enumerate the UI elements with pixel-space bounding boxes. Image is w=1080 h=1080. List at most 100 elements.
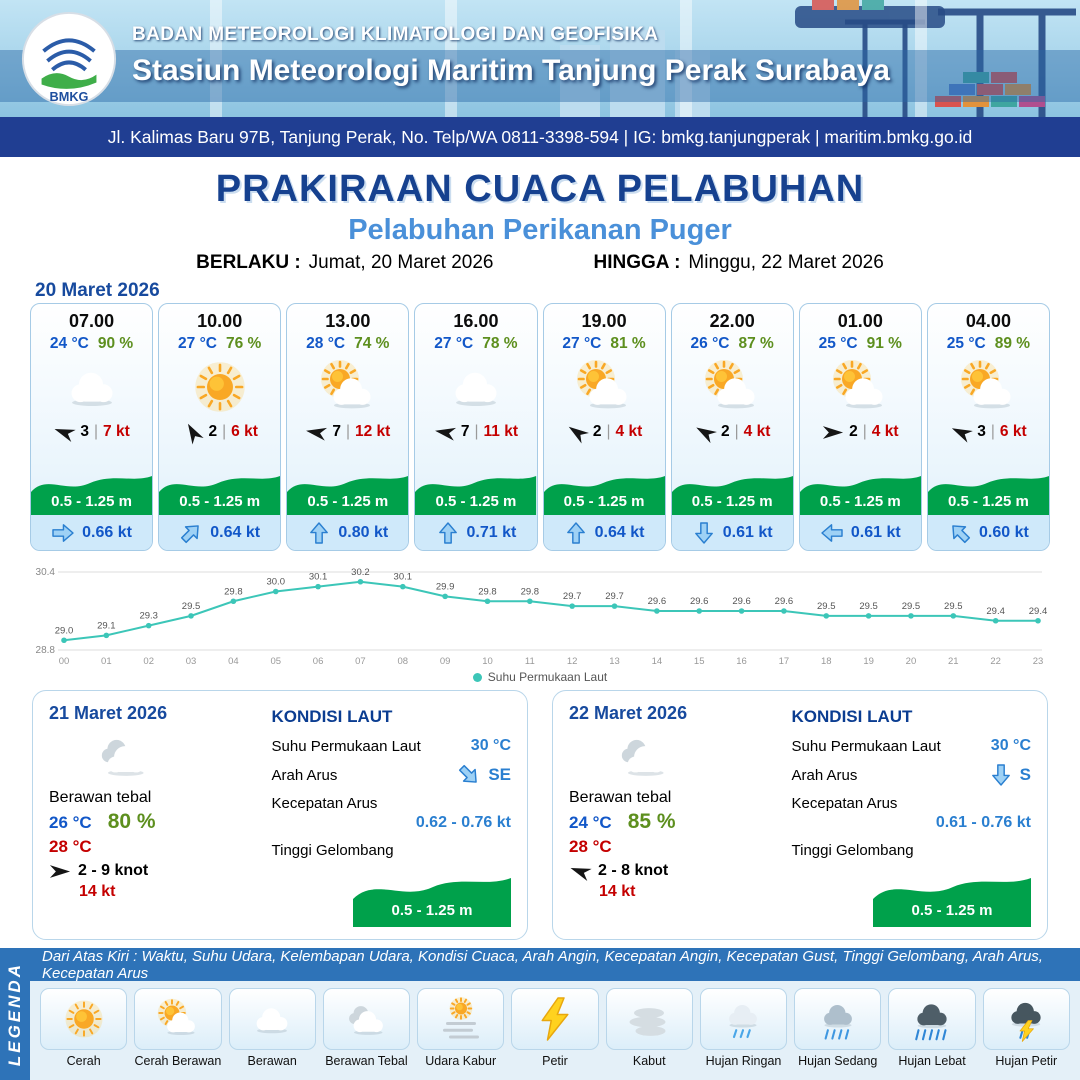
wave-height: 0.5 - 1.25 m bbox=[435, 493, 517, 510]
sea-wave-height: 0.5 - 1.25 m bbox=[391, 902, 473, 919]
svg-text:29.4: 29.4 bbox=[1029, 606, 1048, 617]
daily-condition: Berawan tebal bbox=[569, 789, 672, 806]
wave-shape bbox=[543, 476, 665, 515]
forecast-time: 04.00 bbox=[965, 311, 1011, 331]
temp-humidity-row: 28 °C 74 % bbox=[306, 335, 389, 353]
wind-row: 2 | 6 kt bbox=[182, 420, 258, 444]
chart-legend: Suhu Permukaan Laut bbox=[28, 670, 1052, 684]
sst-label: Suhu Permukaan Laut bbox=[271, 737, 421, 755]
forecast-card: 04.00 25 °C 89 % 3 | 6 kt 0.5 - 1.25 m 0… bbox=[926, 303, 1050, 551]
daily-weather-summary: 22 Maret 2026 Berawan tebal 24 °C 85 % 2… bbox=[569, 703, 782, 927]
wind-gust-separator: | bbox=[606, 423, 611, 440]
gust-speed: 4 kt bbox=[743, 423, 771, 440]
daily-forecast-card: 22 Maret 2026 Berawan tebal 24 °C 85 % 2… bbox=[552, 690, 1048, 940]
svg-text:28.8: 28.8 bbox=[36, 645, 56, 656]
wind-speed: 2 bbox=[208, 423, 218, 440]
svg-text:20: 20 bbox=[906, 656, 917, 667]
svg-text:08: 08 bbox=[397, 656, 408, 667]
wave-shape bbox=[287, 476, 409, 515]
forecast-time: 07.00 bbox=[69, 311, 115, 331]
legend-weather-icon bbox=[322, 988, 411, 1050]
svg-text:13: 13 bbox=[609, 656, 620, 667]
sea-conditions: KONDISI LAUT Suhu Permukaan Laut 30 °C A… bbox=[262, 703, 511, 927]
header-background: BMKG BADAN METEOROLOGI KLIMATOLOGI DAN G… bbox=[0, 0, 1080, 117]
legend-weather-icon bbox=[417, 988, 505, 1050]
current-speed: 0.71 kt bbox=[466, 523, 517, 541]
wind-direction-icon bbox=[694, 425, 717, 443]
forecast-card: 07.00 24 °C 90 % 3 | 7 kt 0.5 - 1.25 m 0… bbox=[30, 303, 154, 551]
wave-shape bbox=[353, 878, 511, 927]
wind-direction-icon bbox=[950, 425, 974, 443]
current-row: 0.64 kt bbox=[159, 515, 281, 550]
current-speed: 0.61 kt bbox=[850, 523, 901, 541]
sst-label: Suhu Permukaan Laut bbox=[791, 737, 941, 755]
legend-label: Berawan Tebal bbox=[325, 1054, 408, 1068]
svg-text:11: 11 bbox=[525, 656, 535, 667]
current-speed: 0.80 kt bbox=[338, 523, 389, 541]
wind-row: 7 | 11 kt bbox=[434, 420, 518, 444]
legend-item: Berawan Tebal bbox=[322, 988, 411, 1068]
wave-height-label: Tinggi Gelombang bbox=[791, 842, 914, 859]
legend-note: Dari Atas Kiri : Waktu, Suhu Udara, Kele… bbox=[30, 948, 1080, 982]
daily-temp-min: 24 °C bbox=[569, 813, 612, 832]
svg-text:29.3: 29.3 bbox=[139, 611, 158, 622]
forecast-time: 19.00 bbox=[581, 311, 627, 331]
relative-humidity: 74 % bbox=[354, 335, 390, 352]
daily-temp-max: 28 °C bbox=[49, 837, 92, 856]
sea-wave-height: 0.5 - 1.25 m bbox=[911, 902, 993, 919]
current-speed: 0.60 kt bbox=[979, 523, 1029, 541]
page-title: PRAKIRAAN CUACA PELABUHAN bbox=[215, 168, 865, 210]
current-direction-value: S bbox=[989, 764, 1031, 786]
wave-height-band: 0.5 - 1.25 m bbox=[31, 468, 153, 515]
svg-text:04: 04 bbox=[228, 656, 239, 667]
current-direction-row: Arah Arus S bbox=[792, 764, 1031, 786]
forecast-card: 01.00 25 °C 91 % 2 | 4 kt 0.5 - 1.25 m 0… bbox=[798, 303, 922, 551]
legend-item: Kabut bbox=[605, 988, 693, 1068]
current-direction-label: Arah Arus bbox=[271, 766, 338, 784]
wave-shape bbox=[873, 878, 1031, 927]
current-direction-icon bbox=[820, 523, 844, 543]
svg-text:29.8: 29.8 bbox=[521, 586, 540, 597]
svg-text:00: 00 bbox=[59, 656, 70, 667]
forecast-card: 13.00 28 °C 74 % 7 | 12 kt 0.5 - 1.25 m … bbox=[286, 303, 410, 551]
daily-wind-row: 2 - 9 knot bbox=[49, 862, 262, 880]
current-speed: 0.64 kt bbox=[594, 523, 645, 541]
wave-height-label: Tinggi Gelombang bbox=[271, 842, 394, 859]
current-direction-icon bbox=[51, 523, 75, 543]
sea-surface-temperature-chart: 30.4 28.8 29.0 00 29.1 01 29.3 02 29.5 03 29.8 04 30… bbox=[36, 567, 1048, 667]
current-speed: 0.64 kt bbox=[210, 523, 261, 541]
daily-weather-summary: 21 Maret 2026 Berawan tebal 26 °C 80 % 2… bbox=[49, 703, 262, 927]
svg-text:23: 23 bbox=[1033, 656, 1044, 667]
forecast-card: 22.00 26 °C 87 % 2 | 4 kt 0.5 - 1.25 m 0… bbox=[670, 303, 794, 551]
chart-legend-marker bbox=[472, 672, 482, 682]
air-temperature: 27 °C bbox=[562, 335, 602, 352]
current-row: 0.66 kt bbox=[31, 515, 153, 550]
air-temperature: 27 °C bbox=[178, 335, 217, 352]
legend-label: Petir bbox=[542, 1054, 568, 1068]
valid-from-label: BERLAKU : bbox=[196, 252, 301, 273]
daily-wind-speed: 2 - 9 knot bbox=[78, 862, 149, 879]
wind-direction-icon bbox=[822, 425, 844, 440]
sst-row: Suhu Permukaan Laut 30 °C bbox=[272, 737, 511, 755]
wave-height-band: 0.5 - 1.25 m bbox=[671, 468, 793, 515]
legend-label: Hujan Sedang bbox=[798, 1054, 878, 1068]
svg-text:07: 07 bbox=[355, 656, 366, 667]
svg-text:29.4: 29.4 bbox=[986, 606, 1005, 617]
daily-temp-max: 28 °C bbox=[569, 837, 612, 856]
svg-text:16: 16 bbox=[736, 656, 747, 667]
weather-condition-icon bbox=[950, 355, 1026, 419]
sea-current-direction-icon bbox=[989, 764, 1013, 786]
wind-gust-separator: | bbox=[345, 423, 350, 440]
legend-items-row: Cerah Cerah Berawan Berawan Bera bbox=[30, 981, 1080, 1068]
temp-humidity-row: 27 °C 81 % bbox=[562, 335, 645, 353]
daily-wind-direction-icon bbox=[569, 864, 592, 881]
wave-shape bbox=[31, 476, 153, 515]
relative-humidity: 91 % bbox=[866, 335, 902, 352]
current-row: 0.71 kt bbox=[415, 515, 537, 550]
forecast-cards-row: 07.00 24 °C 90 % 3 | 7 kt 0.5 - 1.25 m 0… bbox=[30, 303, 1050, 551]
legend-sidebar-label: LEGENDA bbox=[5, 961, 24, 1067]
sea-wave-height-box: 0.5 - 1.25 m bbox=[353, 869, 511, 927]
daily-wind-direction-icon bbox=[49, 864, 71, 879]
current-direction-icon bbox=[692, 521, 716, 544]
